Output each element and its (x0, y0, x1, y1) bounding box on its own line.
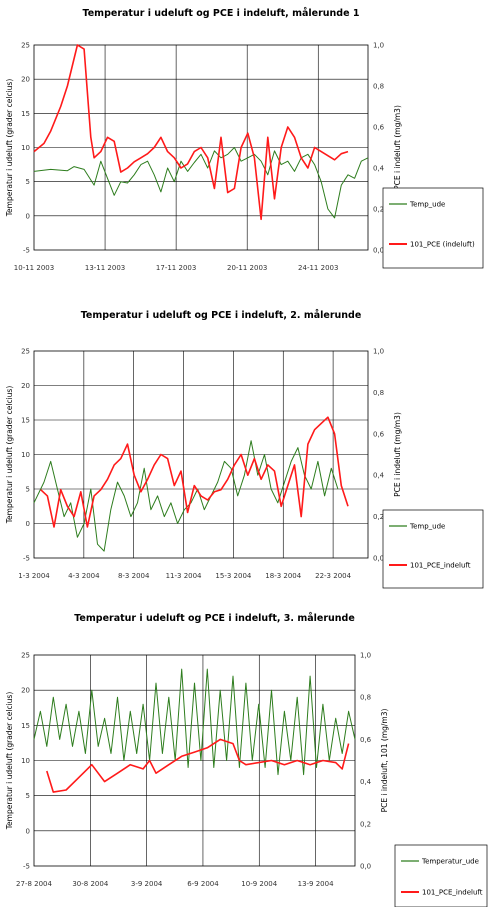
y-tick-label: 5 (26, 792, 30, 800)
legend (382, 187, 484, 269)
legend-label: 101_PCE_indeluft (410, 562, 471, 570)
x-tick-label: 8-3 2004 (118, 572, 150, 580)
x-tick-label: 11-3 2004 (166, 572, 202, 580)
x-tick-label: 13-9 2004 (298, 880, 334, 888)
legend-label: 101_PCE (indeluft) (410, 241, 475, 249)
legend (394, 844, 488, 908)
y2-tick-label: 0,6 (360, 736, 372, 744)
x-tick-label: 20-11 2003 (227, 264, 267, 272)
y2-tick-label: 0,0 (373, 555, 384, 563)
legend-label: Temperatur_ude (421, 858, 479, 866)
y2-tick-label: 1,0 (360, 652, 371, 660)
legend-label: Temp_ude (409, 201, 445, 209)
y2-tick-label: 0,8 (360, 694, 371, 702)
chart-3: Temperatur i udeluft og PCE i indeluft, … (5, 613, 488, 908)
x-tick-label: 10-9 2004 (241, 880, 277, 888)
y-tick-label: 20 (21, 76, 30, 84)
y-tick-label: -5 (23, 247, 30, 255)
series-line-pce (40, 416, 349, 528)
y-axis-label: Temperatur i udeluft (grader celcius) (5, 386, 14, 525)
y-tick-label: 10 (21, 144, 30, 152)
series-line-pce (46, 738, 350, 793)
y-tick-label: 25 (21, 42, 30, 50)
y-tick-label: 10 (21, 757, 30, 765)
y-tick-label: 15 (21, 722, 30, 730)
y-tick-label: 0 (26, 520, 30, 528)
y-tick-label: 20 (21, 382, 30, 390)
legend-label: Temp_ude (409, 523, 445, 531)
y-tick-label: 15 (21, 110, 30, 118)
x-tick-label: 4-3 2004 (68, 572, 100, 580)
y2-tick-label: 0,4 (360, 778, 372, 786)
y-tick-label: 5 (26, 178, 30, 186)
y2-tick-label: 0,6 (373, 430, 385, 438)
y-axis-label: Temperatur i udeluft (grader celcius) (5, 692, 14, 831)
x-tick-label: 17-11 2003 (156, 264, 196, 272)
series-line-temperature (33, 668, 356, 776)
chart-title: Temperatur i udeluft og PCE i indeluft, … (83, 8, 360, 19)
x-tick-label: 22-3 2004 (315, 572, 351, 580)
y2-tick-label: 0,6 (373, 124, 385, 132)
series-line-temperature (33, 440, 339, 552)
x-tick-label: 30-8 2004 (72, 880, 108, 888)
y2-tick-label: 0,2 (373, 206, 384, 214)
y2-tick-label: 0,2 (373, 513, 384, 521)
y-tick-label: -5 (23, 863, 30, 871)
y-tick-label: 15 (21, 417, 30, 425)
y-tick-label: 5 (26, 486, 30, 494)
y2-tick-label: 0,8 (373, 389, 384, 397)
x-tick-label: 1-3 2004 (18, 572, 50, 580)
y2-tick-label: 1,0 (373, 348, 384, 356)
y2-tick-label: 0,0 (360, 863, 371, 871)
chart-title: Temperatur i udeluft og PCE i indeluft, … (81, 310, 362, 321)
y2-tick-label: 1,0 (373, 42, 384, 50)
x-tick-label: 15-3 2004 (215, 572, 251, 580)
y2-axis-label: PCE i indeluft (mg/m3) (393, 412, 402, 497)
chart-2: Temperatur i udeluft og PCE i indeluft, … (5, 310, 484, 589)
x-tick-label: 24-11 2003 (298, 264, 338, 272)
y2-tick-label: 0,4 (373, 472, 385, 480)
y-tick-label: -5 (23, 555, 30, 563)
y2-tick-label: 0,2 (360, 820, 371, 828)
x-tick-label: 13-11 2003 (85, 264, 125, 272)
y2-tick-label: 0,0 (373, 247, 384, 255)
x-tick-label: 18-3 2004 (265, 572, 301, 580)
y2-axis-label: PCE i indeluft (mg/m3) (393, 105, 402, 190)
y2-tick-label: 0,4 (373, 165, 385, 173)
y2-tick-label: 0,8 (373, 83, 384, 91)
legend-label: 101_PCE_indeluft (422, 889, 483, 897)
y-tick-label: 0 (26, 212, 30, 220)
y-tick-label: 10 (21, 451, 30, 459)
y2-axis-label: PCE i indeluft, 101 (mg/m3) (380, 709, 389, 813)
chart-1: Temperatur i udeluft og PCE i indeluft, … (5, 8, 484, 272)
x-tick-label: 27-8 2004 (16, 880, 52, 888)
y-tick-label: 20 (21, 687, 30, 695)
x-tick-label: 10-11 2003 (14, 264, 54, 272)
x-tick-label: 6-9 2004 (187, 880, 219, 888)
y-axis-label: Temperatur i udeluft (grader celcius) (5, 79, 14, 218)
series-line-temperature (33, 147, 369, 219)
y-tick-label: 0 (26, 827, 30, 835)
chart-title: Temperatur i udeluft og PCE i indeluft, … (74, 613, 355, 624)
y-tick-label: 25 (21, 652, 30, 660)
series-line-pce (33, 44, 349, 221)
y-tick-label: 25 (21, 348, 30, 356)
legend (382, 509, 484, 589)
x-tick-label: 3-9 2004 (131, 880, 163, 888)
